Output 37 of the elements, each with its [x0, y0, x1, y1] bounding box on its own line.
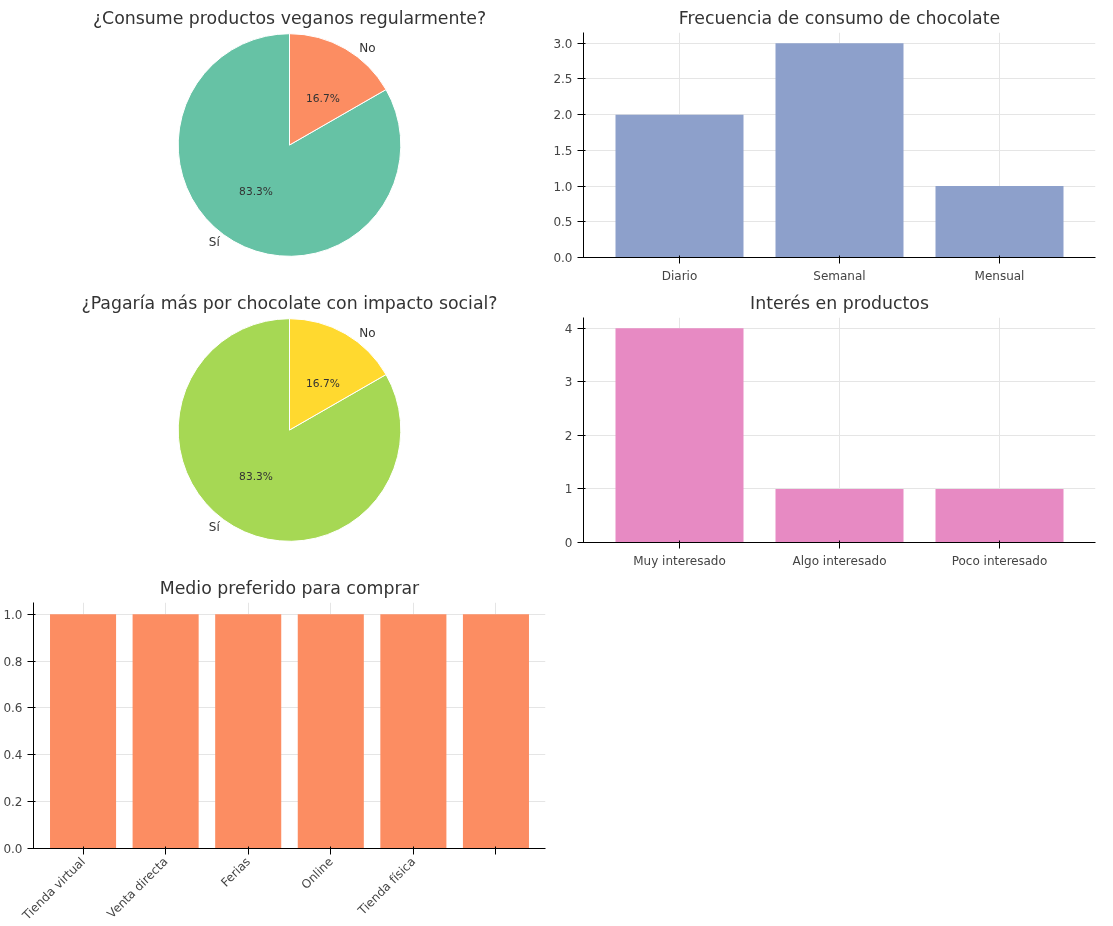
chart-title: Frecuencia de consumo de chocolate [678, 7, 1001, 28]
y-tick-label: 0.4 [3, 748, 23, 763]
y-tick-label: 0.6 [3, 701, 23, 716]
y-tick-label: 0.2 [3, 795, 23, 810]
data-label: 83.3% [239, 185, 273, 199]
chart-title: Medio preferido para comprar [159, 577, 421, 598]
y-tick-label: 0 [564, 536, 573, 550]
chart-title: ¿Pagaría más por chocolate con impacto social? [81, 292, 498, 313]
y-tick-label: 2.5 [553, 72, 573, 87]
x-tick-label: Algo interesado [792, 553, 887, 568]
x-tick-label: Semanal [813, 268, 866, 283]
x-tick-label: Mensual [974, 268, 1025, 283]
y-tick-label: 3 [564, 375, 573, 390]
slice-label: Sí [208, 235, 221, 250]
data-label: 83.3% [239, 470, 273, 484]
x-tick-label: Diario [661, 268, 698, 283]
data-label: 16.7% [306, 91, 340, 105]
y-tick-label: 4 [564, 321, 573, 336]
y-tick-label: 1.0 [553, 179, 573, 194]
y-tick-label: 1 [564, 482, 573, 497]
chart-title: Interés en productos [750, 292, 929, 313]
data-label: 16.7% [306, 376, 340, 390]
y-tick-label: 2 [564, 428, 573, 443]
y-tick-label: 2.0 [553, 108, 573, 123]
slice-label: Sí [208, 520, 221, 535]
x-tick-label: Muy interesado [633, 553, 726, 568]
y-tick-label: 0.0 [553, 251, 573, 265]
y-tick-label: 0.8 [3, 654, 23, 669]
x-tick-label: Poco interesado [951, 553, 1048, 568]
y-tick-label: 0.0 [3, 842, 23, 856]
slice-label: No [359, 40, 376, 55]
chart-title: ¿Consume productos veganos regularmente? [92, 7, 487, 28]
y-tick-label: 0.5 [553, 215, 573, 230]
slice-label: No [359, 325, 376, 340]
y-tick-label: 1.5 [553, 143, 573, 158]
y-tick-label: 1.0 [3, 607, 23, 622]
y-tick-label: 3.0 [553, 36, 573, 51]
